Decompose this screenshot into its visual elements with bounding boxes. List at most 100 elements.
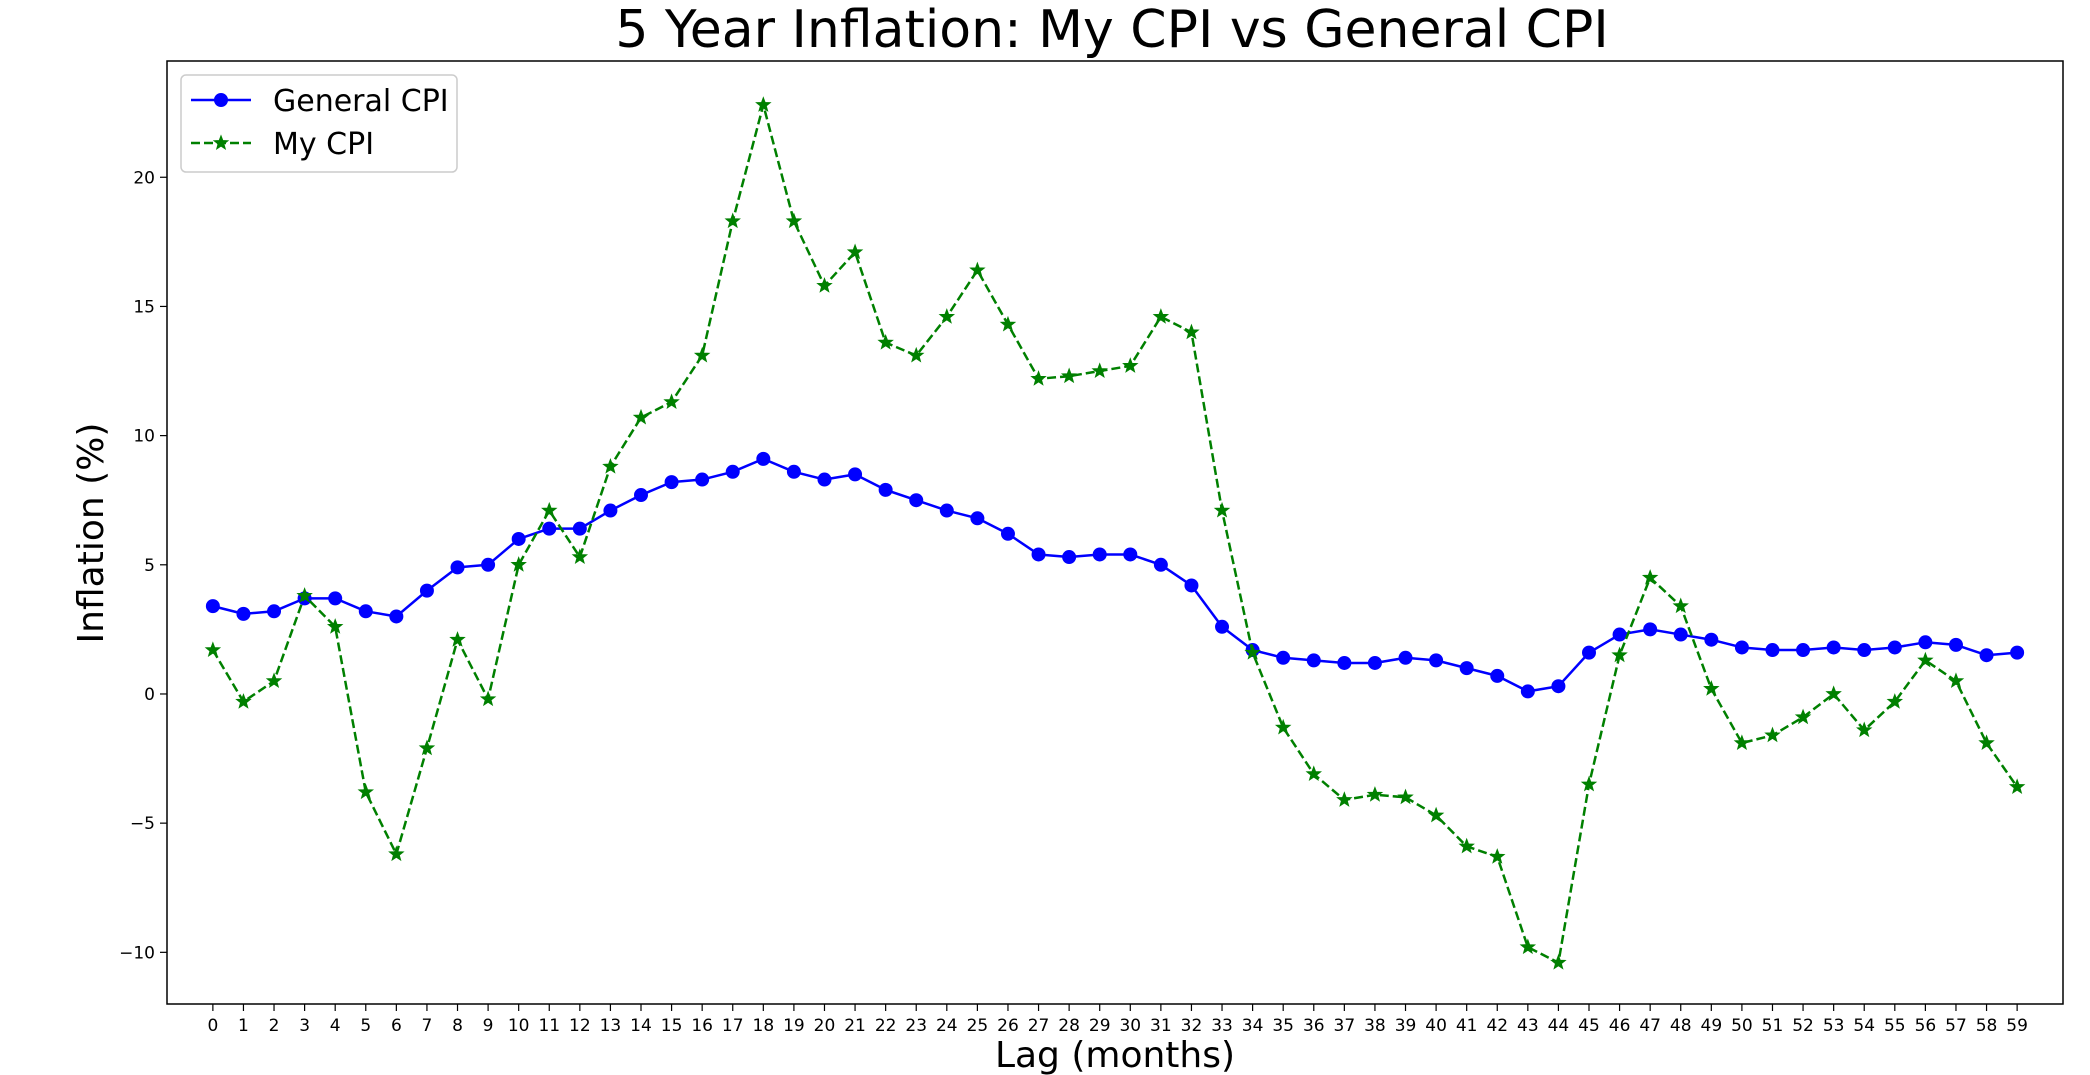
data-point: [1733, 734, 1751, 751]
x-tick-label: 57: [1945, 1016, 1967, 1036]
x-tick-label: 25: [967, 1016, 989, 1036]
data-point: [1550, 954, 1567, 970]
x-tick-label: 4: [330, 1016, 341, 1036]
data-point: [755, 96, 772, 112]
data-point: [878, 482, 893, 497]
data-point: [235, 693, 252, 709]
data-point: [1672, 597, 1689, 614]
x-tick-label: 44: [1548, 1016, 1570, 1036]
data-point: [1274, 718, 1292, 735]
series-my-cpi: [204, 96, 2026, 970]
plot-area: [204, 96, 2026, 970]
data-point: [724, 212, 741, 229]
y-tick-label: 5: [144, 556, 155, 576]
data-point: [296, 587, 313, 603]
data-point: [1366, 786, 1384, 802]
x-tick-label: 50: [1731, 1016, 1753, 1036]
chart-title: 5 Year Inflation: My CPI vs General CPI: [615, 0, 1608, 60]
x-tick-label: 19: [783, 1016, 805, 1036]
series-line: [211, 103, 2019, 964]
data-point: [1887, 640, 1902, 655]
x-tick-label: 10: [508, 1016, 530, 1036]
x-tick-label: 28: [1058, 1016, 1080, 1036]
x-tick-label: 52: [1792, 1016, 1814, 1036]
data-point: [419, 583, 434, 598]
data-point: [970, 511, 985, 526]
data-point: [1641, 569, 1659, 585]
x-tick-label: 0: [207, 1016, 218, 1036]
data-point: [267, 604, 282, 619]
legend-entry: General CPI: [191, 84, 449, 119]
x-tick-label: 1: [238, 1016, 249, 1036]
data-point: [1856, 721, 1873, 738]
x-tick-label: 6: [391, 1016, 402, 1036]
data-point: [663, 393, 680, 410]
data-point: [969, 261, 986, 278]
x-tick-label: 42: [1486, 1016, 1508, 1036]
data-point: [848, 467, 863, 482]
legend-label: My CPI: [273, 127, 374, 162]
data-point: [1305, 765, 1322, 782]
x-tick-label: 35: [1272, 1016, 1294, 1036]
data-point: [1031, 547, 1046, 562]
data-point: [1886, 693, 1904, 709]
data-point: [2008, 778, 2026, 794]
data-point: [695, 472, 710, 487]
x-tick-label: 20: [814, 1016, 836, 1036]
x-tick-label: 33: [1211, 1016, 1233, 1036]
x-tick-label: 24: [936, 1016, 958, 1036]
y-tick-label: 20: [133, 168, 155, 188]
y-tick-label: 0: [144, 685, 155, 705]
x-tick-label: 14: [630, 1016, 652, 1036]
data-point: [1062, 550, 1077, 565]
x-axis-label: Lag (months): [995, 1035, 1235, 1075]
data-point: [204, 641, 222, 658]
data-point: [817, 472, 832, 487]
data-point: [1458, 837, 1475, 854]
data-point: [1306, 653, 1321, 668]
x-tick-label: 43: [1517, 1016, 1539, 1036]
data-point: [693, 346, 711, 363]
legend-marker: [212, 134, 230, 150]
plot-frame: [166, 60, 2064, 1005]
data-point: [481, 557, 496, 572]
x-tick-label: 21: [844, 1016, 866, 1036]
data-point: [634, 488, 648, 503]
data-point: [1703, 680, 1720, 696]
data-point: [1398, 650, 1413, 665]
x-tick-label: 53: [1823, 1016, 1845, 1036]
data-point: [1276, 650, 1291, 665]
legend-entry: My CPI: [191, 127, 374, 162]
data-point: [1582, 645, 1596, 660]
x-tick-label: 45: [1578, 1016, 1600, 1036]
x-tick-label: 3: [299, 1016, 310, 1036]
data-point: [510, 556, 527, 572]
data-point: [664, 475, 679, 490]
x-tick-label: 31: [1150, 1016, 1172, 1036]
data-point: [785, 212, 803, 229]
data-point: [1643, 622, 1658, 637]
data-point: [358, 604, 373, 619]
x-tick-label: 56: [1915, 1016, 1937, 1036]
data-point: [999, 315, 1017, 332]
x-tick-label: 5: [360, 1016, 371, 1036]
data-point: [450, 560, 465, 575]
data-point: [2010, 645, 2025, 660]
data-point: [388, 845, 405, 862]
x-tick-label: 41: [1456, 1016, 1478, 1036]
y-tick-label: 10: [133, 427, 155, 447]
data-point: [1764, 726, 1781, 743]
x-tick-label: 13: [600, 1016, 622, 1036]
data-point: [1427, 806, 1445, 823]
data-point: [1397, 788, 1414, 805]
data-point: [1123, 547, 1138, 562]
data-point: [1611, 646, 1628, 663]
data-point: [1184, 578, 1199, 593]
data-point: [1519, 938, 1537, 955]
legend-marker: [214, 93, 228, 107]
data-point: [603, 503, 618, 518]
x-tick-label: 8: [452, 1016, 463, 1036]
x-tick-label: 46: [1609, 1016, 1631, 1036]
x-tick-label: 34: [1242, 1016, 1264, 1036]
x-tick-label: 36: [1303, 1016, 1325, 1036]
